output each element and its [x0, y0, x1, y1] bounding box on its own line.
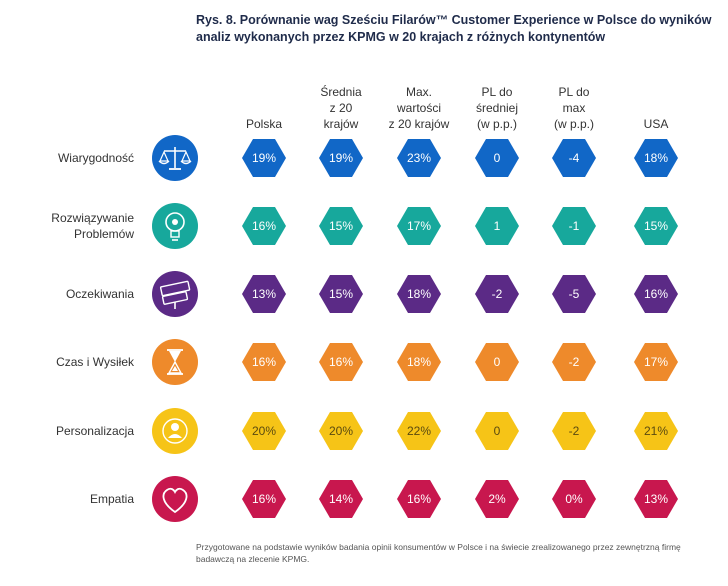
value-label: 1 — [493, 219, 501, 233]
value-hexagon: 23% — [397, 139, 441, 177]
value-hexagon: 15% — [319, 207, 363, 245]
value-hexagon: 16% — [242, 207, 286, 245]
value-hexagon: 0 — [475, 343, 519, 381]
column-header: Polska — [245, 117, 283, 131]
value-label: 18% — [643, 151, 669, 165]
value-hexagon: 0 — [475, 412, 519, 450]
value-hexagon: -2 — [552, 412, 596, 450]
value-hexagon: 2% — [475, 480, 519, 518]
value-label: 0 — [493, 355, 501, 369]
value-label: 2% — [488, 492, 506, 506]
value-hexagon: 15% — [319, 275, 363, 313]
value-label: 16% — [251, 219, 277, 233]
value-label: 15% — [328, 219, 354, 233]
value-hexagon: 19% — [319, 139, 363, 177]
row-label: Rozwiązywanie Problemów — [51, 211, 134, 241]
value-label: 17% — [643, 355, 669, 369]
value-hexagon: 17% — [397, 207, 441, 245]
scales-icon — [152, 135, 198, 181]
value-label: -1 — [568, 219, 580, 233]
value-label: 16% — [406, 492, 432, 506]
value-hexagon: -5 — [552, 275, 596, 313]
value-label: 0% — [565, 492, 583, 506]
value-hexagon: 16% — [242, 480, 286, 518]
value-label: 15% — [643, 219, 669, 233]
row-label: Czas i Wysiłek — [56, 355, 134, 369]
value-label: 0 — [493, 424, 501, 438]
value-hexagon: 13% — [242, 275, 286, 313]
column-header: USA — [643, 117, 669, 131]
row-label: Oczekiwania — [65, 287, 134, 301]
value-label: 19% — [251, 151, 277, 165]
value-label: -2 — [568, 355, 580, 369]
value-hexagon: 18% — [634, 139, 678, 177]
value-label: 13% — [643, 492, 669, 506]
value-label: -5 — [568, 287, 580, 301]
footnote: Przygotowane na podstawie wyników badani… — [196, 542, 681, 564]
row-label: Personalizacja — [55, 424, 134, 438]
lightbulb-icon — [152, 203, 198, 249]
value-label: -2 — [568, 424, 580, 438]
value-label: 21% — [643, 424, 669, 438]
value-label: 20% — [328, 424, 354, 438]
value-hexagon: 18% — [397, 275, 441, 313]
value-label: 16% — [328, 355, 354, 369]
value-label: 17% — [406, 219, 432, 233]
column-header: Średnia z 20 krajów — [320, 85, 362, 131]
value-hexagon: 20% — [242, 412, 286, 450]
value-hexagon: 0% — [552, 480, 596, 518]
value-hexagon: 18% — [397, 343, 441, 381]
value-hexagon: -1 — [552, 207, 596, 245]
value-label: 18% — [406, 287, 432, 301]
value-label: 0 — [493, 151, 501, 165]
value-label: 22% — [406, 424, 432, 438]
column-header: PL do max (w p.p.) — [553, 85, 594, 131]
value-label: 16% — [251, 355, 277, 369]
value-label: 16% — [643, 287, 669, 301]
value-hexagon: 16% — [319, 343, 363, 381]
value-label: 23% — [406, 151, 432, 165]
value-hexagon: 13% — [634, 480, 678, 518]
chart-title: Rys. 8. Porównanie wag Sześciu Filarów™ … — [196, 13, 712, 44]
value-hexagon: 19% — [242, 139, 286, 177]
value-label: 13% — [251, 287, 277, 301]
value-label: 19% — [328, 151, 354, 165]
value-hexagon: 21% — [634, 412, 678, 450]
person-badge-icon — [152, 408, 198, 454]
value-label: 18% — [406, 355, 432, 369]
value-hexagon: 16% — [397, 480, 441, 518]
expectation-sign-icon — [152, 271, 198, 317]
value-hexagon: 0 — [475, 139, 519, 177]
value-hexagon: 16% — [634, 275, 678, 313]
value-label: -4 — [568, 151, 580, 165]
heart-icon — [152, 476, 198, 522]
value-hexagon: 1 — [475, 207, 519, 245]
value-hexagon: 15% — [634, 207, 678, 245]
value-label: 15% — [328, 287, 354, 301]
value-label: 14% — [328, 492, 354, 506]
row-label: Wiarygodność — [57, 151, 134, 165]
column-header: PL do średniej (w p.p.) — [475, 85, 519, 131]
row-label: Empatia — [89, 492, 134, 506]
value-hexagon: -2 — [475, 275, 519, 313]
value-label: -2 — [491, 287, 503, 301]
value-hexagon: -4 — [552, 139, 596, 177]
value-hexagon: 14% — [319, 480, 363, 518]
value-label: 16% — [251, 492, 277, 506]
value-label: 20% — [251, 424, 277, 438]
hourglass-icon — [152, 339, 198, 385]
value-hexagon: 20% — [319, 412, 363, 450]
value-hexagon: 17% — [634, 343, 678, 381]
value-hexagon: 16% — [242, 343, 286, 381]
column-header: Max. wartości z 20 krajów — [388, 85, 450, 131]
value-hexagon: 22% — [397, 412, 441, 450]
value-hexagon: -2 — [552, 343, 596, 381]
